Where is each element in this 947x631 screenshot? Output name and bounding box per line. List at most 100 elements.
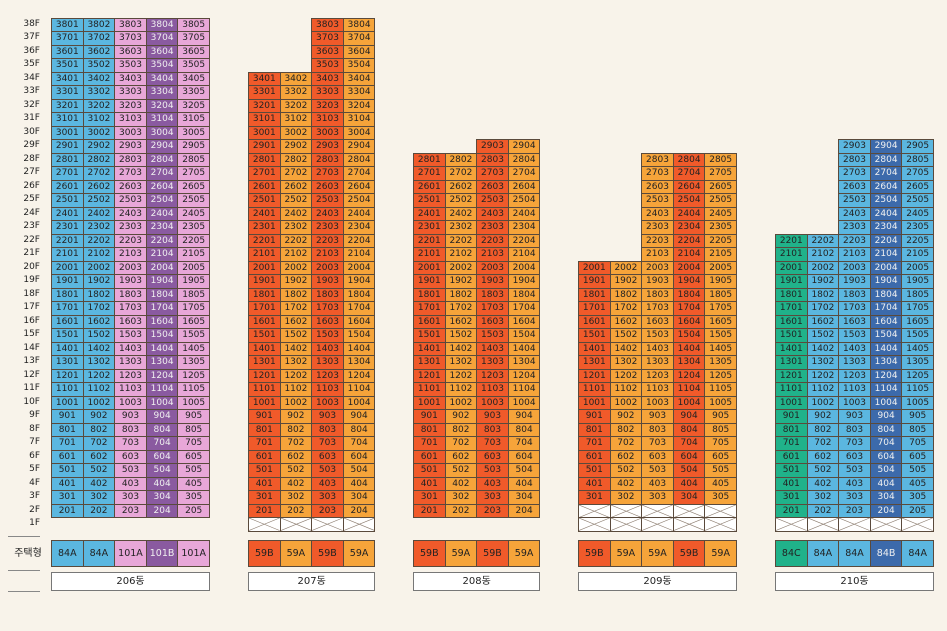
unit-cell[interactable]: 1902 — [444, 274, 478, 289]
unit-cell[interactable]: 2103 — [476, 247, 509, 262]
unit-cell[interactable]: 2604 — [869, 179, 903, 194]
unit-cell[interactable]: 1202 — [609, 368, 643, 383]
unit-cell[interactable]: 2101 — [51, 247, 84, 262]
unit-cell[interactable]: 2203 — [476, 233, 509, 248]
unit-cell[interactable]: 1004 — [869, 395, 903, 410]
unit-cell[interactable]: 1202 — [444, 368, 478, 383]
unit-cell[interactable]: 2001 — [248, 260, 281, 275]
unit-cell[interactable]: 205 — [901, 503, 934, 518]
unit-cell[interactable]: 3303 — [311, 85, 344, 100]
unit-cell[interactable]: 301 — [248, 490, 281, 505]
unit-cell[interactable]: 1205 — [704, 368, 737, 383]
unit-cell[interactable]: 2701 — [51, 166, 84, 181]
unit-cell[interactable]: 1803 — [838, 287, 871, 302]
unit-cell[interactable]: 3401 — [51, 71, 84, 86]
unit-cell[interactable]: 201 — [775, 503, 808, 518]
unit-cell[interactable]: 1301 — [51, 355, 84, 370]
unit-cell[interactable]: 1103 — [641, 382, 674, 397]
unit-cell[interactable]: 2204 — [507, 233, 541, 248]
unit-cell[interactable]: 1703 — [311, 301, 344, 316]
unit-cell[interactable]: 1504 — [145, 328, 179, 343]
unit-cell[interactable]: 1505 — [901, 328, 934, 343]
unit-cell[interactable]: 703 — [311, 436, 344, 451]
unit-cell[interactable]: 3604 — [145, 44, 179, 59]
unit-cell[interactable]: 1603 — [311, 314, 344, 329]
unit-cell[interactable]: 2804 — [342, 152, 376, 167]
unit-cell[interactable]: 2203 — [838, 233, 871, 248]
unit-cell[interactable]: 2803 — [114, 152, 147, 167]
unit-cell[interactable]: 1501 — [775, 328, 808, 343]
unit-cell[interactable]: 803 — [838, 422, 871, 437]
unit-cell[interactable]: 1904 — [145, 274, 179, 289]
unit-cell[interactable]: 2602 — [444, 179, 478, 194]
unit-cell[interactable]: 704 — [342, 436, 376, 451]
unit-cell[interactable]: 304 — [145, 490, 179, 505]
unit-cell[interactable]: 3704 — [145, 31, 179, 46]
unit-cell[interactable]: 404 — [342, 476, 376, 491]
unit-cell[interactable]: 1705 — [704, 301, 737, 316]
unit-cell[interactable]: 1303 — [311, 355, 344, 370]
unit-cell[interactable]: 1603 — [641, 314, 674, 329]
unit-cell[interactable]: 401 — [51, 476, 84, 491]
unit-cell[interactable]: 2003 — [641, 260, 674, 275]
unit-cell[interactable]: 602 — [609, 449, 643, 464]
unit-cell[interactable]: 1402 — [82, 341, 116, 356]
unit-cell[interactable]: 2802 — [279, 152, 313, 167]
unit-cell[interactable]: 3403 — [114, 71, 147, 86]
unit-cell[interactable]: 2601 — [51, 179, 84, 194]
unit-cell[interactable]: 2002 — [609, 260, 643, 275]
unit-cell[interactable]: 2304 — [672, 220, 706, 235]
unit-cell[interactable]: 1803 — [311, 287, 344, 302]
unit-cell[interactable]: 501 — [578, 463, 611, 478]
unit-cell[interactable]: 501 — [413, 463, 446, 478]
unit-cell[interactable]: 1403 — [311, 341, 344, 356]
unit-cell[interactable]: 803 — [114, 422, 147, 437]
unit-cell[interactable]: 2105 — [901, 247, 934, 262]
unit-cell[interactable]: 605 — [901, 449, 934, 464]
unit-cell[interactable]: 803 — [641, 422, 674, 437]
unit-cell[interactable]: 1702 — [444, 301, 478, 316]
unit-cell[interactable]: 2305 — [177, 220, 210, 235]
unit-cell[interactable]: 902 — [279, 409, 313, 424]
unit-cell[interactable]: 2403 — [476, 206, 509, 221]
unit-cell[interactable]: 2204 — [342, 233, 376, 248]
unit-cell[interactable]: 2905 — [177, 139, 210, 154]
unit-cell[interactable]: 2803 — [476, 152, 509, 167]
unit-cell[interactable]: 2904 — [507, 139, 541, 154]
unit-cell[interactable]: 401 — [578, 476, 611, 491]
unit-cell[interactable]: 302 — [609, 490, 643, 505]
unit-cell[interactable]: 2301 — [413, 220, 446, 235]
unit-cell[interactable]: 401 — [775, 476, 808, 491]
unit-cell[interactable]: 1604 — [507, 314, 541, 329]
unit-cell[interactable]: 804 — [145, 422, 179, 437]
unit-cell[interactable]: 1601 — [248, 314, 281, 329]
unit-cell[interactable]: 1602 — [609, 314, 643, 329]
unit-cell[interactable]: 803 — [311, 422, 344, 437]
unit-cell[interactable]: 1603 — [114, 314, 147, 329]
unit-cell[interactable]: 1903 — [641, 274, 674, 289]
unit-cell[interactable]: 1801 — [578, 287, 611, 302]
unit-cell[interactable]: 1501 — [413, 328, 446, 343]
unit-cell[interactable]: 1103 — [114, 382, 147, 397]
unit-cell[interactable]: 2903 — [476, 139, 509, 154]
unit-cell[interactable]: 3304 — [342, 85, 376, 100]
unit-cell[interactable]: 503 — [641, 463, 674, 478]
unit-cell[interactable]: 1705 — [177, 301, 210, 316]
unit-cell[interactable]: 601 — [775, 449, 808, 464]
unit-cell[interactable]: 1001 — [413, 395, 446, 410]
unit-cell[interactable]: 1705 — [901, 301, 934, 316]
unit-cell[interactable]: 2401 — [51, 206, 84, 221]
unit-cell[interactable]: 1805 — [177, 287, 210, 302]
unit-cell[interactable]: 2801 — [248, 152, 281, 167]
unit-cell[interactable]: 2804 — [869, 152, 903, 167]
unit-cell[interactable]: 201 — [51, 503, 84, 518]
unit-cell[interactable]: 2003 — [311, 260, 344, 275]
unit-cell[interactable]: 2503 — [641, 193, 674, 208]
unit-cell[interactable]: 2805 — [177, 152, 210, 167]
unit-cell[interactable]: 1902 — [279, 274, 313, 289]
unit-cell[interactable]: 2303 — [114, 220, 147, 235]
unit-cell[interactable]: 2804 — [145, 152, 179, 167]
unit-cell[interactable]: 304 — [869, 490, 903, 505]
unit-cell[interactable]: 2801 — [51, 152, 84, 167]
unit-cell[interactable]: 2605 — [704, 179, 737, 194]
